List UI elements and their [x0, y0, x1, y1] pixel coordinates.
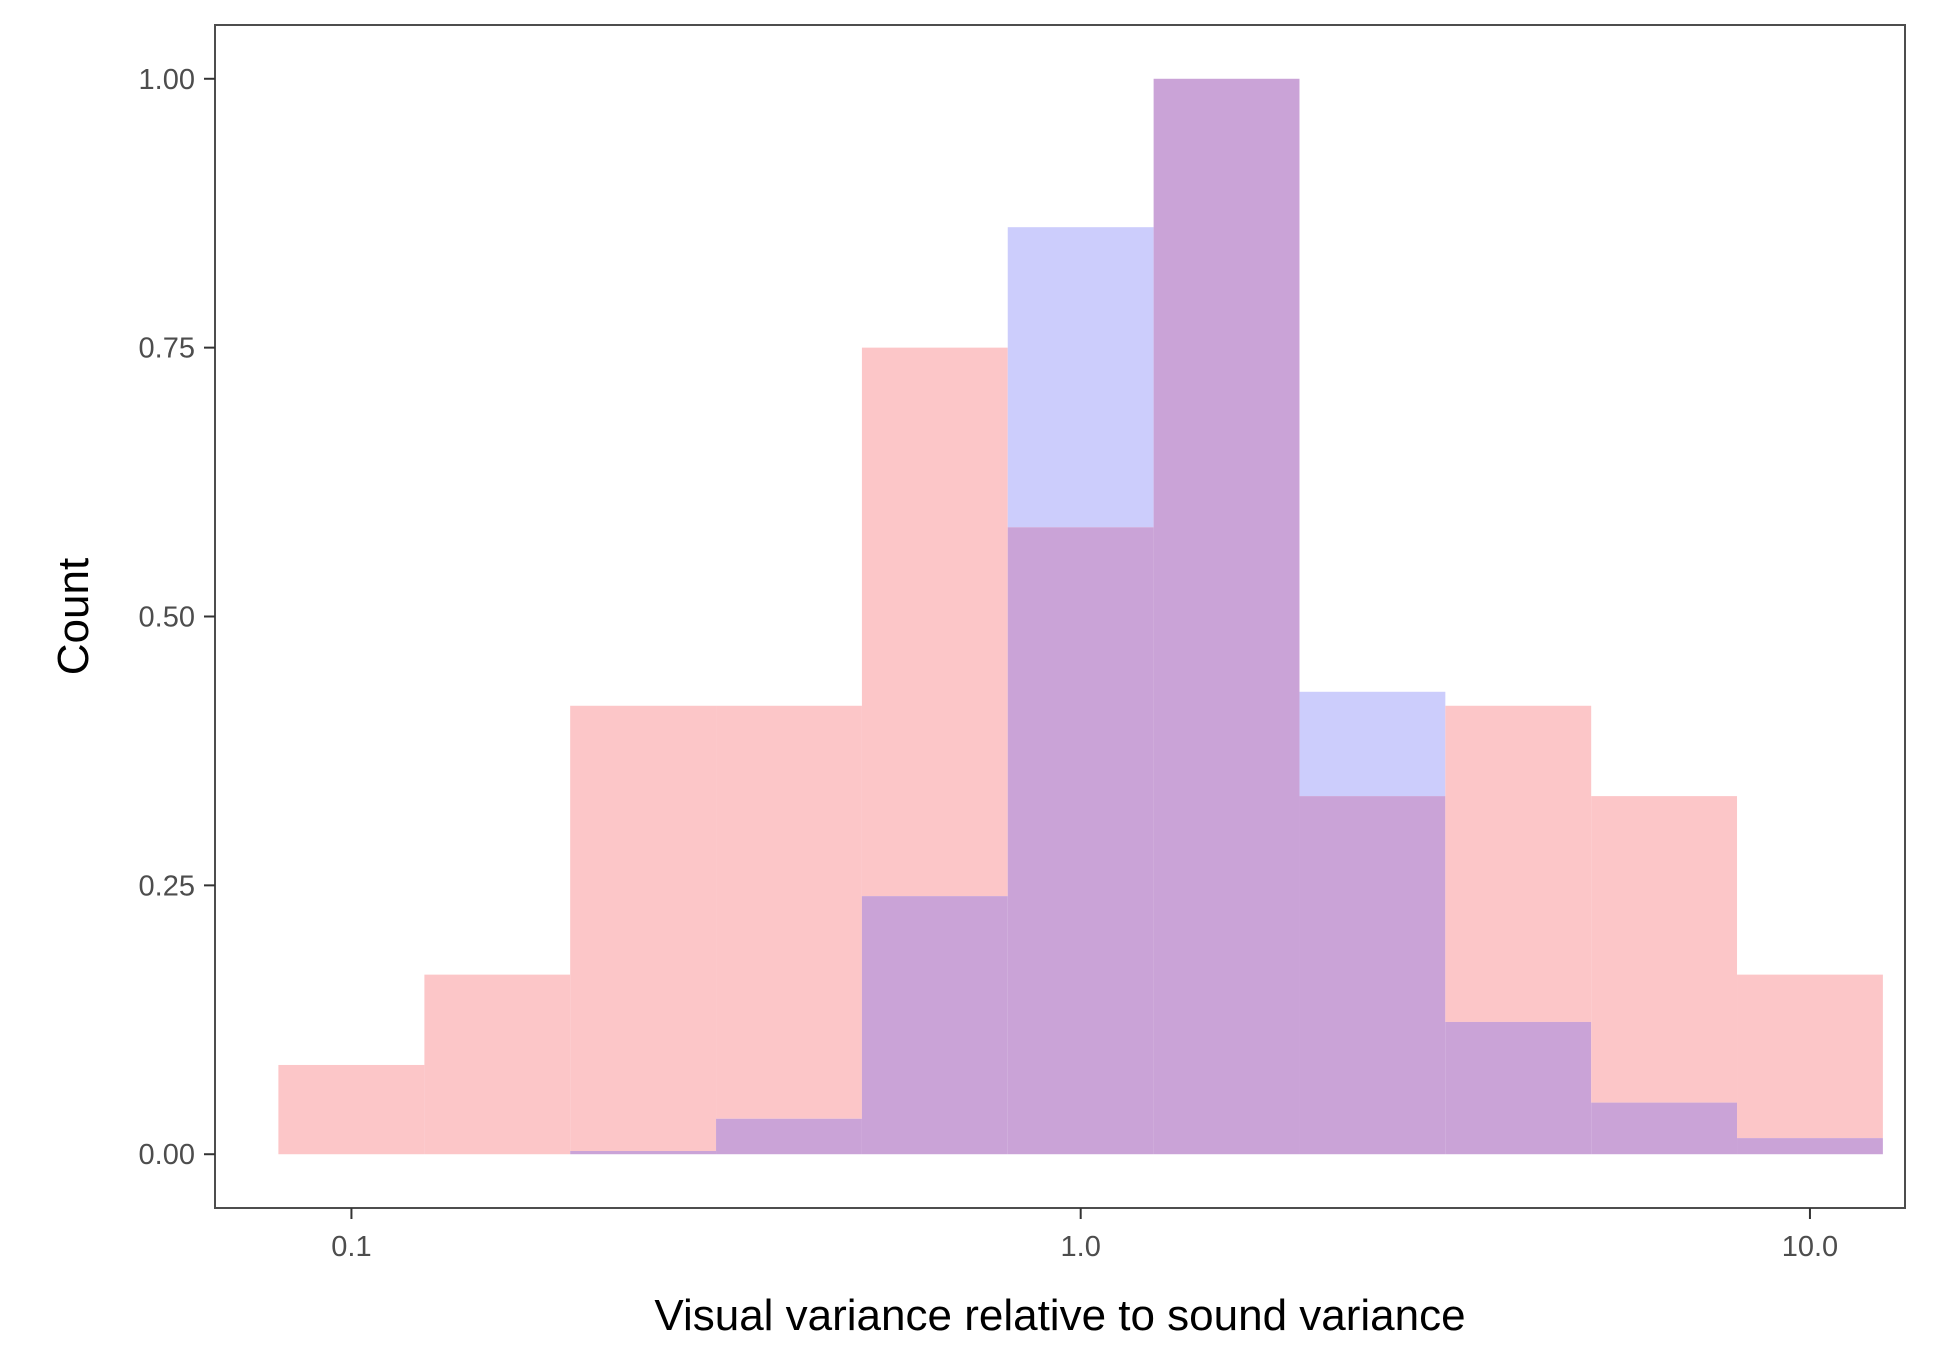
histogram-bar-excess [716, 705, 862, 1119]
histogram-bar-overlap [570, 1151, 717, 1155]
histogram-bar-excess [861, 347, 1008, 897]
histogram-bar-excess [1299, 691, 1446, 797]
histogram-bar-overlap [1591, 1102, 1738, 1155]
y-axis: 0.00 0.25 0.50 0.75 1.00 [139, 64, 215, 1171]
y-tick-label: 1.00 [139, 64, 195, 96]
bars-layer [278, 78, 1883, 1155]
histogram-bar-excess [570, 705, 717, 1152]
x-tick-label: 0.1 [331, 1231, 371, 1263]
histogram-bar-overlap [1007, 527, 1154, 1155]
histogram-bar-excess [1737, 974, 1883, 1139]
x-tick-label: 10.0 [1782, 1231, 1838, 1263]
histogram-bar-excess [1007, 227, 1154, 528]
histogram-bar-overlap [861, 896, 1008, 1155]
y-tick-label: 0.25 [139, 870, 195, 902]
histogram-bar-overlap [716, 1118, 862, 1155]
y-tick-label: 0.75 [139, 333, 195, 365]
y-axis-title: Count [49, 558, 98, 675]
x-tick-label: 1.0 [1061, 1231, 1101, 1263]
y-tick-label: 0.50 [139, 602, 195, 634]
histogram-bar-overlap [1153, 78, 1300, 1155]
histogram-bar-excess [1445, 705, 1592, 1022]
x-axis-title: Visual variance relative to sound varian… [654, 1291, 1465, 1340]
histogram-bar-overlap [1299, 796, 1446, 1155]
histogram-bar-excess [278, 1064, 425, 1155]
histogram-bar-excess [1591, 796, 1738, 1103]
y-tick-label: 0.00 [139, 1139, 195, 1171]
histogram-bar-overlap [1445, 1021, 1592, 1155]
histogram-bar-overlap [1737, 1138, 1883, 1155]
histogram-bar-excess [424, 974, 571, 1155]
x-axis: 0.1 1.0 10.0 [331, 1208, 1838, 1263]
